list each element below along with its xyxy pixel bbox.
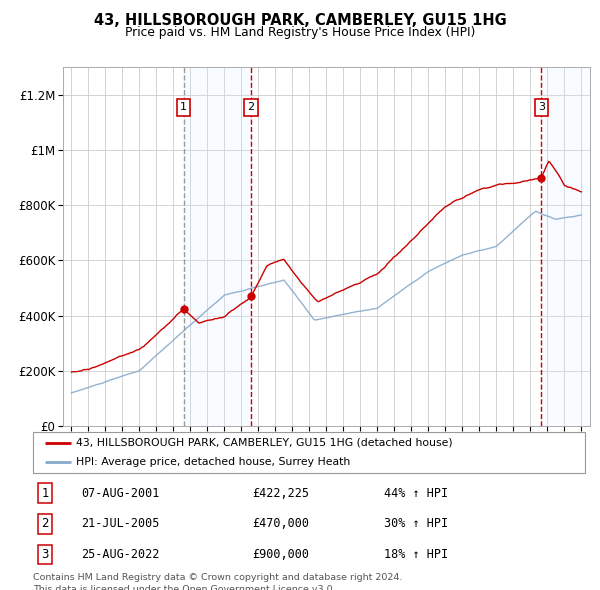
Text: 07-AUG-2001: 07-AUG-2001 (81, 487, 160, 500)
Text: 43, HILLSBOROUGH PARK, CAMBERLEY, GU15 1HG: 43, HILLSBOROUGH PARK, CAMBERLEY, GU15 1… (94, 13, 506, 28)
Text: Contains HM Land Registry data © Crown copyright and database right 2024.: Contains HM Land Registry data © Crown c… (33, 573, 403, 582)
Text: 1: 1 (180, 102, 187, 112)
Bar (184, 67, 251, 426)
Text: 25-AUG-2022: 25-AUG-2022 (81, 548, 160, 561)
Text: 21-JUL-2005: 21-JUL-2005 (81, 517, 160, 530)
FancyBboxPatch shape (33, 432, 585, 473)
Text: 1: 1 (41, 487, 49, 500)
Text: 30% ↑ HPI: 30% ↑ HPI (384, 517, 448, 530)
Text: HPI: Average price, detached house, Surrey Heath: HPI: Average price, detached house, Surr… (76, 457, 350, 467)
Text: 2: 2 (247, 102, 254, 112)
Text: This data is licensed under the Open Government Licence v3.0.: This data is licensed under the Open Gov… (33, 585, 335, 590)
Text: 44% ↑ HPI: 44% ↑ HPI (384, 487, 448, 500)
Text: £422,225: £422,225 (252, 487, 309, 500)
Bar (541, 67, 590, 426)
Text: 3: 3 (41, 548, 49, 561)
Text: £470,000: £470,000 (252, 517, 309, 530)
Text: 43, HILLSBOROUGH PARK, CAMBERLEY, GU15 1HG (detached house): 43, HILLSBOROUGH PARK, CAMBERLEY, GU15 1… (76, 438, 452, 448)
Text: 18% ↑ HPI: 18% ↑ HPI (384, 548, 448, 561)
Text: Price paid vs. HM Land Registry's House Price Index (HPI): Price paid vs. HM Land Registry's House … (125, 26, 475, 39)
Text: 2: 2 (41, 517, 49, 530)
Text: £900,000: £900,000 (252, 548, 309, 561)
Text: 3: 3 (538, 102, 545, 112)
